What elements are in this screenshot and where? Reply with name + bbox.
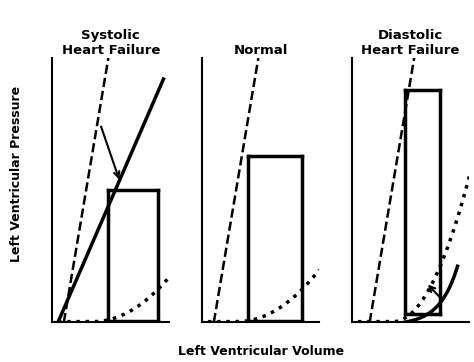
Title: Systolic
Heart Failure: Systolic Heart Failure: [62, 29, 160, 57]
Title: Normal: Normal: [234, 44, 288, 57]
Text: Left Ventricular Pressure: Left Ventricular Pressure: [10, 86, 23, 262]
Text: Left Ventricular Volume: Left Ventricular Volume: [178, 345, 344, 358]
Title: Diastolic
Heart Failure: Diastolic Heart Failure: [362, 29, 460, 57]
